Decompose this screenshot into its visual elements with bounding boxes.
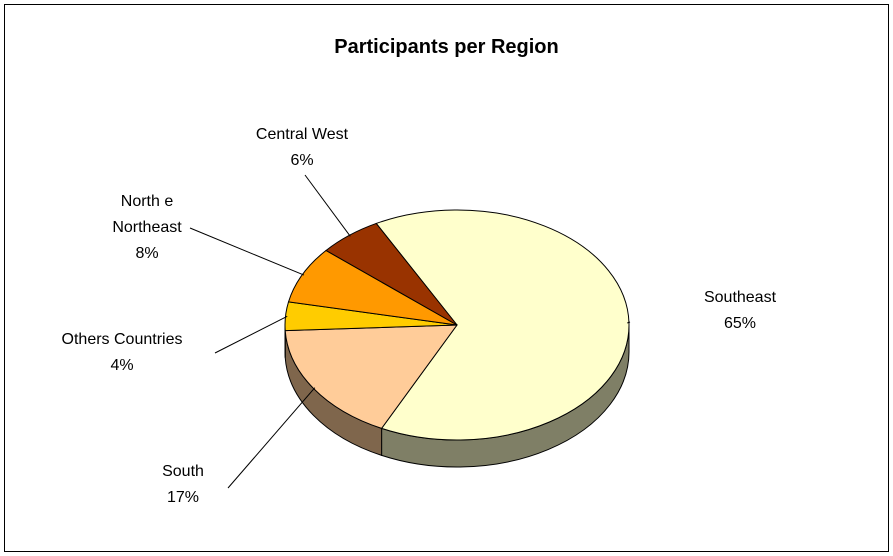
data-label: North e Northeast 8% [102,189,192,267]
leader-line [189,227,305,276]
leader-line [227,387,316,489]
chart-title: Participants per Region [334,36,559,58]
leader-line [304,174,351,237]
data-label: South 17% [162,459,204,511]
value-label: 17% [166,489,200,506]
value-label: 65% [723,315,757,332]
category-label: Southeast [703,289,777,306]
category-label: Others Countries [61,331,183,348]
category-label: North e Northeast [112,193,182,236]
pie-slice [375,209,630,441]
value-label: 6% [290,152,314,169]
data-label: Southeast 65% [704,285,776,337]
category-label: South [162,463,204,480]
value-label: 4% [110,357,134,374]
pie-slice [284,324,459,429]
data-label: Central West 6% [256,122,348,174]
category-label: Central West [255,126,349,143]
data-label: Others Countries 4% [62,327,183,379]
value-label: 8% [135,245,159,262]
leader-line [627,321,631,324]
leader-line [214,315,288,354]
